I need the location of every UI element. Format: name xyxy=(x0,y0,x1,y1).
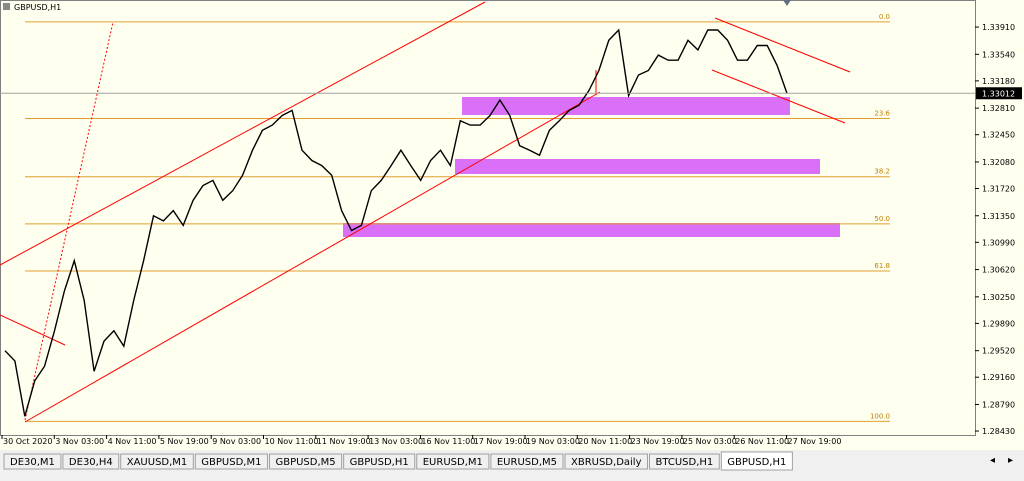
x-tick-label: 11 Nov 19:00 xyxy=(317,437,371,446)
zone xyxy=(455,159,820,174)
tab-label[interactable]: XAUUSD,M1 xyxy=(127,457,188,468)
fib-label: 0.0 xyxy=(879,13,890,21)
tab[interactable] xyxy=(490,453,564,470)
chart-title: GBPUSD,H1 xyxy=(14,3,61,12)
x-tick-label: 26 Nov 11:00 xyxy=(735,437,789,446)
zone xyxy=(462,97,790,115)
x-tick-label: 13 Nov 03:00 xyxy=(369,437,423,446)
zone xyxy=(343,223,840,237)
tab-label[interactable]: DE30,H4 xyxy=(69,457,113,468)
y-tick-label: 1.30620 xyxy=(982,266,1015,275)
y-tick-label: 1.32450 xyxy=(982,131,1015,140)
trendlines xyxy=(0,1,851,423)
trendline xyxy=(714,17,851,73)
y-tick-label: 1.29890 xyxy=(982,319,1015,328)
fib-label: 61.8 xyxy=(874,262,890,270)
tab[interactable] xyxy=(720,451,793,471)
y-tick-label: 1.33180 xyxy=(982,77,1015,86)
fib-label: 38.2 xyxy=(874,168,890,176)
y-tick-label: 1.31350 xyxy=(982,212,1015,221)
tab-label[interactable]: GBPUSD,H1 xyxy=(727,457,786,468)
y-tick-label: 1.29160 xyxy=(982,373,1015,382)
tab[interactable] xyxy=(194,453,268,470)
x-tick-label: 10 Nov 11:00 xyxy=(265,437,319,446)
trendline xyxy=(24,91,601,423)
trendline xyxy=(0,314,66,346)
x-tick-label: 30 Oct 2020 xyxy=(3,437,52,446)
tab[interactable] xyxy=(564,453,648,470)
plot-border xyxy=(0,0,976,436)
shift-marker xyxy=(783,0,791,6)
tab[interactable] xyxy=(649,453,720,470)
y-tick-label: 1.31720 xyxy=(982,184,1015,193)
tab-label[interactable]: GBPUSD,H1 xyxy=(350,457,409,468)
tab[interactable] xyxy=(120,453,194,470)
tab-label[interactable]: EURUSD,M5 xyxy=(497,457,557,468)
price-line xyxy=(4,28,788,417)
y-tick-label: 1.30990 xyxy=(982,238,1015,247)
tab-label[interactable]: XBRUSD,Daily xyxy=(571,457,642,468)
x-tick-label: 5 Nov 19:00 xyxy=(160,437,209,446)
x-tick-label: 16 Nov 11:00 xyxy=(421,437,475,446)
tab[interactable] xyxy=(268,453,343,470)
tab[interactable] xyxy=(343,453,416,470)
y-tick-label: 1.32810 xyxy=(982,104,1015,113)
tab[interactable] xyxy=(62,453,120,470)
chart-icon xyxy=(3,3,10,10)
tab-label[interactable]: GBPUSD,M1 xyxy=(201,457,261,468)
tab-label[interactable]: DE30,M1 xyxy=(10,457,55,468)
x-tick-label: 3 Nov 03:00 xyxy=(55,437,104,446)
x-tick-label: 4 Nov 11:00 xyxy=(108,437,157,446)
tab[interactable] xyxy=(416,453,490,470)
current-price-label: 1.33012 xyxy=(982,89,1015,98)
y-tick-label: 1.28790 xyxy=(982,400,1015,409)
y-tick-label: 1.30250 xyxy=(982,293,1015,302)
y-tick-label: 1.33540 xyxy=(982,50,1015,59)
x-tick-label: 23 Nov 19:00 xyxy=(631,437,685,446)
tab-label[interactable]: GBPUSD,M5 xyxy=(275,457,335,468)
x-tick-label: 25 Nov 03:00 xyxy=(683,437,737,446)
tab[interactable] xyxy=(3,453,62,470)
trendline xyxy=(0,1,486,266)
x-tick-label: 20 Nov 11:00 xyxy=(578,437,632,446)
fib-label: 100.0 xyxy=(870,412,890,420)
fib-label: 50.0 xyxy=(874,215,890,223)
y-tick-label: 1.33910 xyxy=(982,23,1015,32)
x-tick-label: 9 Nov 03:00 xyxy=(212,437,261,446)
scroll-left[interactable]: ◂ xyxy=(990,455,995,466)
current-price-box xyxy=(976,87,1022,100)
y-tick-label: 1.32080 xyxy=(982,158,1015,167)
x-tick-label: 17 Nov 19:00 xyxy=(474,437,528,446)
x-tick-label: 19 Nov 03:00 xyxy=(526,437,580,446)
y-tick-label: 1.29520 xyxy=(982,347,1015,356)
x-tick-label: 27 Nov 19:00 xyxy=(788,437,842,446)
fib-label: 23.6 xyxy=(874,109,890,117)
trendline xyxy=(711,69,846,124)
y-tick-label: 1.28430 xyxy=(982,427,1015,436)
tab-label[interactable]: BTCUSD,H1 xyxy=(656,457,714,468)
scroll-right[interactable]: ▸ xyxy=(1008,455,1013,466)
tab-label[interactable]: EURUSD,M1 xyxy=(423,457,483,468)
